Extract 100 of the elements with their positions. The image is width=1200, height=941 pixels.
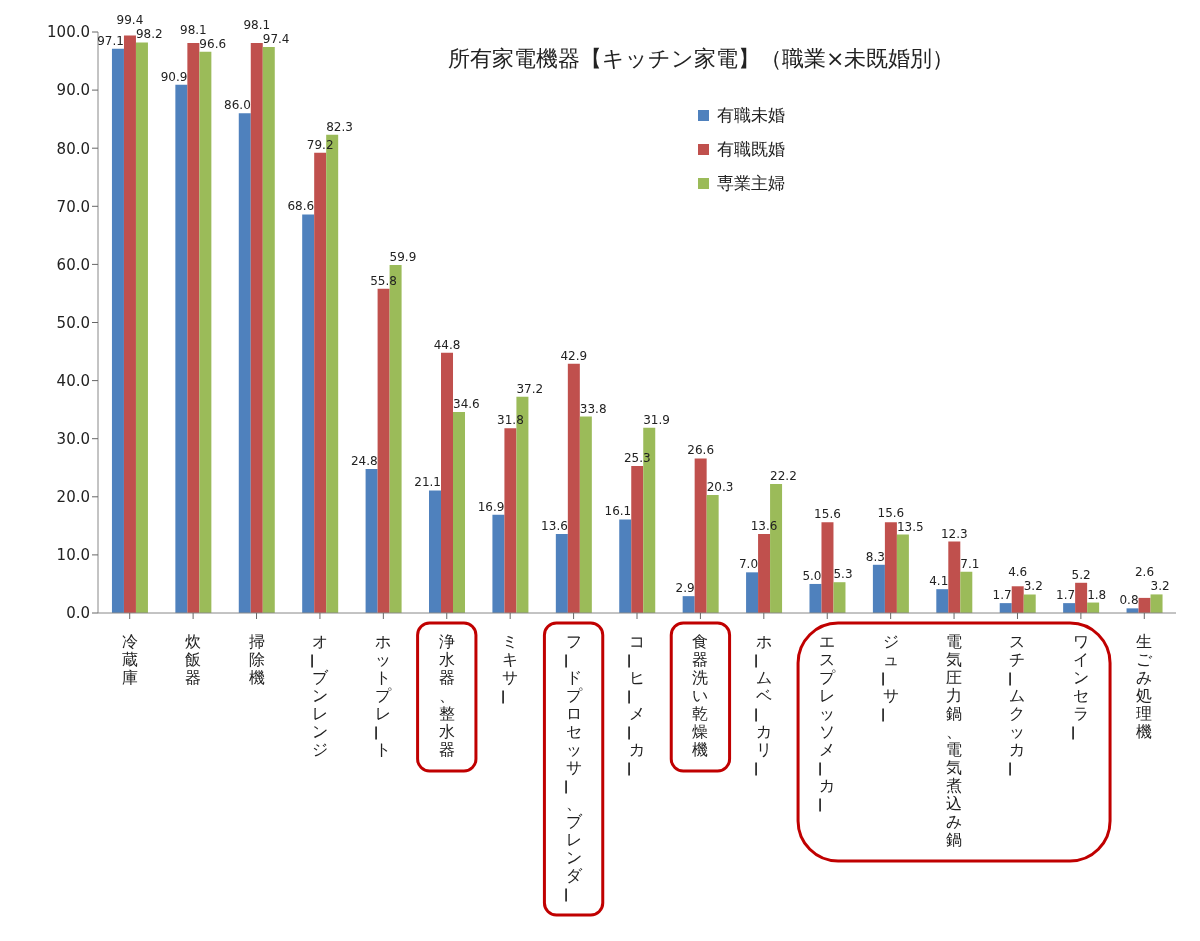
y-tick-label: 0.0	[66, 604, 90, 623]
bar	[884, 522, 897, 613]
data-label: 4.1	[929, 574, 949, 589]
bar	[441, 352, 454, 613]
x-tick-label: 炊飯器	[185, 632, 202, 687]
bar	[504, 428, 517, 613]
data-label: 24.8	[350, 453, 378, 468]
bar	[746, 572, 759, 613]
bar	[555, 533, 568, 613]
x-tick-label: 浄水器、整水器	[438, 632, 455, 759]
bar	[1063, 603, 1076, 613]
x-tick-label: スチームクッカー	[999, 632, 1026, 777]
category-label: フードプロセッサー、ブレンダー	[555, 632, 582, 903]
data-label: 1.8	[1087, 587, 1107, 602]
bar	[960, 571, 973, 613]
bar	[758, 533, 771, 613]
y-tick-label: 90.0	[56, 81, 90, 100]
bar	[199, 51, 212, 613]
y-tick-label: 30.0	[56, 430, 90, 449]
data-label: 22.2	[770, 469, 797, 484]
data-label: 16.9	[477, 499, 505, 514]
y-tick-label: 10.0	[56, 546, 90, 565]
data-label: 21.1	[414, 475, 442, 490]
bar	[706, 495, 719, 613]
data-label: 2.6	[1134, 565, 1155, 580]
bar	[619, 519, 632, 613]
data-label: 98.2	[135, 27, 163, 42]
x-tick-label: ホームベーカリー	[746, 632, 772, 777]
data-label: 2.9	[675, 581, 695, 596]
data-label: 68.6	[287, 199, 315, 214]
data-label: 97.4	[262, 32, 290, 47]
data-label: 7.1	[960, 556, 980, 571]
data-label: 1.7	[992, 588, 1012, 603]
data-label: 12.3	[940, 526, 968, 541]
bar	[187, 43, 200, 613]
bar	[833, 582, 846, 613]
data-label: 33.8	[579, 401, 607, 416]
bar	[809, 583, 822, 613]
bar	[872, 564, 885, 613]
bar	[896, 534, 909, 613]
data-label: 15.6	[814, 507, 841, 522]
bar	[631, 466, 644, 613]
data-label: 3.2	[1150, 579, 1170, 594]
bar	[492, 514, 505, 613]
x-tick-label: オーブンレンジ	[302, 632, 329, 759]
text: 所有家電機器【キッチン家電】（職業×未既婚別）	[448, 45, 955, 73]
data-label: 98.1	[243, 18, 271, 33]
data-label: 8.3	[865, 549, 885, 564]
bar	[579, 416, 592, 613]
data-label: 86.0	[224, 98, 251, 113]
bar	[111, 48, 124, 613]
x-tick-label: 冷蔵庫	[121, 632, 138, 687]
bar	[135, 42, 148, 613]
bar	[314, 152, 327, 613]
x-tick-label: ミキサー	[492, 632, 519, 705]
bar	[936, 589, 949, 613]
x-tick-label: 生ごみ処理機	[1136, 632, 1154, 741]
bar	[948, 541, 961, 613]
legend-label: 専業主婦	[717, 172, 785, 195]
bar	[302, 214, 315, 613]
data-label: 97.1	[97, 33, 124, 48]
bar	[1138, 597, 1151, 613]
data-label: 96.6	[199, 36, 227, 51]
bar	[365, 468, 378, 613]
bar	[175, 84, 188, 613]
x-tick-label: ワインセラー	[1063, 632, 1089, 741]
y-tick-label: 70.0	[56, 197, 90, 216]
bar	[1150, 594, 1163, 613]
y-tick-label: 40.0	[56, 371, 90, 390]
data-label: 34.6	[453, 396, 480, 411]
bar	[694, 458, 707, 613]
bar	[429, 490, 442, 613]
data-label: 20.3	[706, 480, 734, 495]
y-tick-label: 60.0	[56, 255, 90, 274]
data-label: 5.0	[802, 568, 822, 583]
x-tick-label: 食器洗い乾燥機	[692, 632, 709, 759]
legend-label: 有職既婚	[717, 138, 785, 161]
x-tick-label: 掃除機	[248, 632, 265, 687]
bar	[377, 288, 390, 613]
data-label: 13.5	[896, 519, 924, 534]
data-label: 1.7	[1056, 588, 1076, 603]
bar	[567, 363, 580, 613]
bar	[1023, 594, 1036, 613]
x-tick-label: コーヒーメーカー	[619, 632, 645, 777]
data-label: 3.2	[1023, 579, 1043, 594]
bar	[123, 35, 136, 613]
bar	[999, 603, 1012, 613]
data-label: 5.2	[1071, 567, 1091, 582]
bar	[821, 522, 834, 613]
data-label: 37.2	[516, 381, 544, 396]
data-label: 15.6	[877, 505, 905, 520]
y-tick-label: 80.0	[56, 139, 90, 158]
bar	[250, 43, 263, 613]
data-label: 90.9	[160, 69, 188, 84]
data-label: 31.9	[643, 412, 670, 427]
data-label: 42.9	[560, 348, 588, 363]
bar	[453, 411, 466, 613]
data-label: 26.6	[687, 443, 715, 458]
bar	[238, 113, 251, 613]
data-label: 99.4	[116, 13, 144, 28]
